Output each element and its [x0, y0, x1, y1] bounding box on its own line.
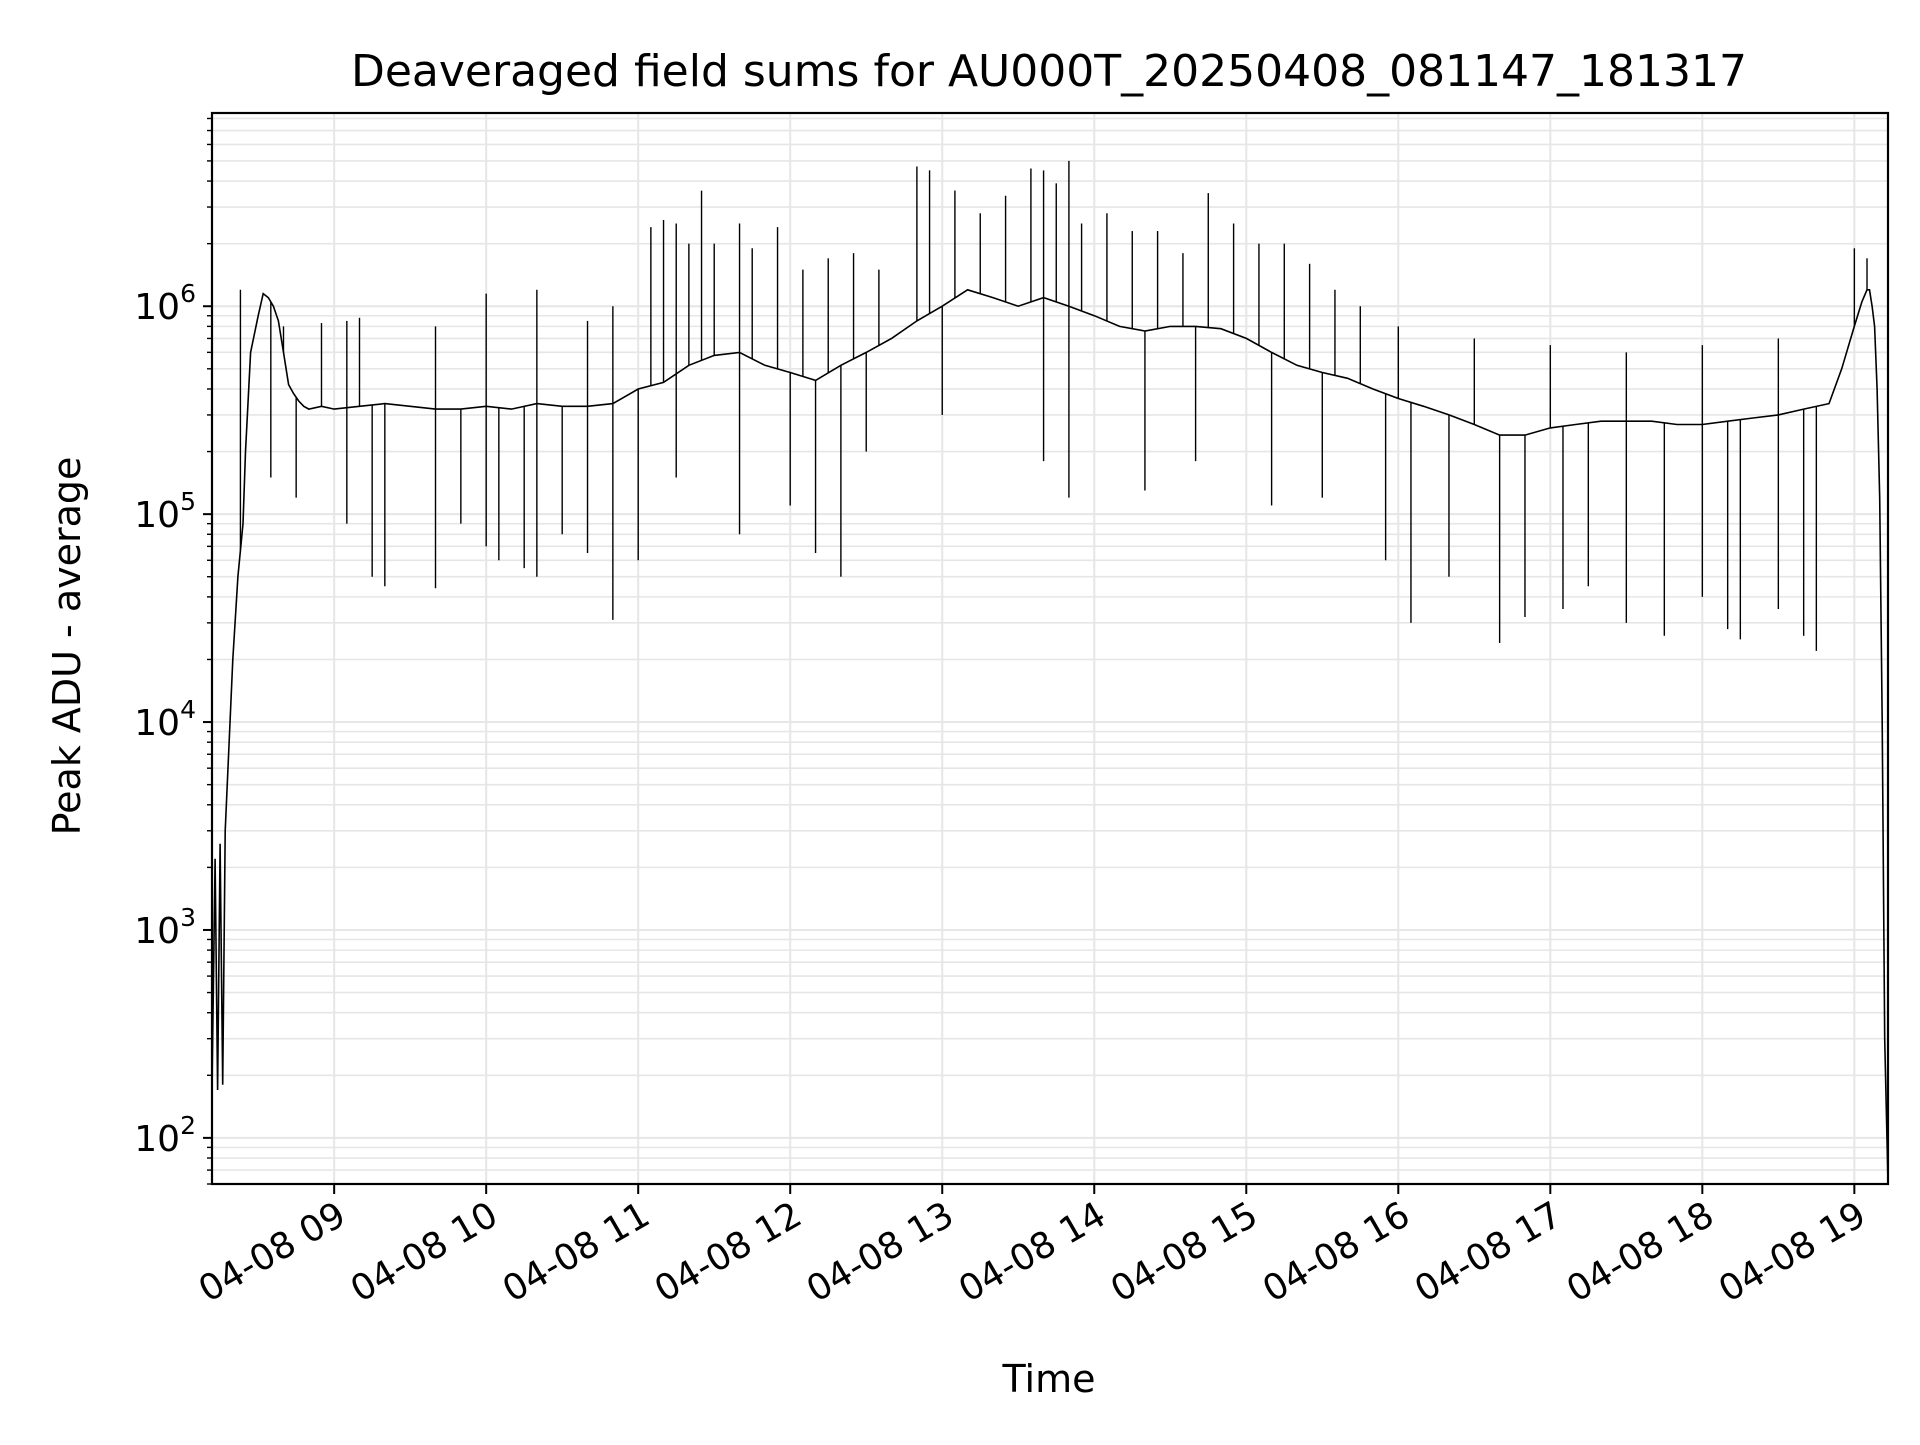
x-tick-label: 04-08 13: [800, 1194, 961, 1310]
x-tick-label: 04-08 15: [1104, 1194, 1265, 1310]
chart-title: Deaveraged field sums for AU000T_2025040…: [351, 46, 1747, 97]
y-tick-label: 104: [134, 695, 196, 744]
x-tick-label: 04-08 10: [344, 1194, 505, 1310]
x-tick-label: 04-08 17: [1408, 1194, 1569, 1310]
series-line: [211, 288, 1889, 1185]
x-tick-label: 04-08 11: [496, 1194, 657, 1310]
grid: [212, 113, 1888, 1185]
y-tick-label: 105: [134, 487, 196, 536]
x-tick-label: 04-08 14: [952, 1194, 1113, 1310]
series-layer: [211, 160, 1889, 1185]
y-tick-label: 102: [134, 1111, 196, 1160]
plot-frame: [210, 111, 1890, 1186]
y-tick-label: 103: [134, 903, 196, 952]
y-axis-label: Peak ADU - average: [45, 457, 89, 836]
x-tick-label: 04-08 18: [1560, 1194, 1721, 1310]
x-tick-label: 04-08 19: [1712, 1194, 1873, 1310]
x-axis-label: Time: [1002, 1357, 1096, 1401]
y-tick-label: 106: [134, 279, 196, 328]
x-tick-label: 04-08 09: [192, 1194, 353, 1310]
x-tick-label: 04-08 16: [1256, 1194, 1417, 1310]
x-tick-label: 04-08 12: [648, 1194, 809, 1310]
